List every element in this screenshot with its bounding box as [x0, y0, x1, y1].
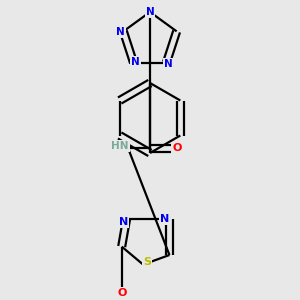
Text: N: N [116, 27, 125, 37]
Text: N: N [160, 214, 169, 224]
Text: HN: HN [111, 141, 129, 151]
Text: O: O [172, 143, 182, 153]
Text: N: N [146, 7, 154, 17]
Text: S: S [143, 256, 151, 267]
Text: N: N [131, 57, 140, 67]
Text: O: O [117, 288, 126, 298]
Text: N: N [164, 59, 173, 69]
Text: N: N [119, 217, 128, 227]
